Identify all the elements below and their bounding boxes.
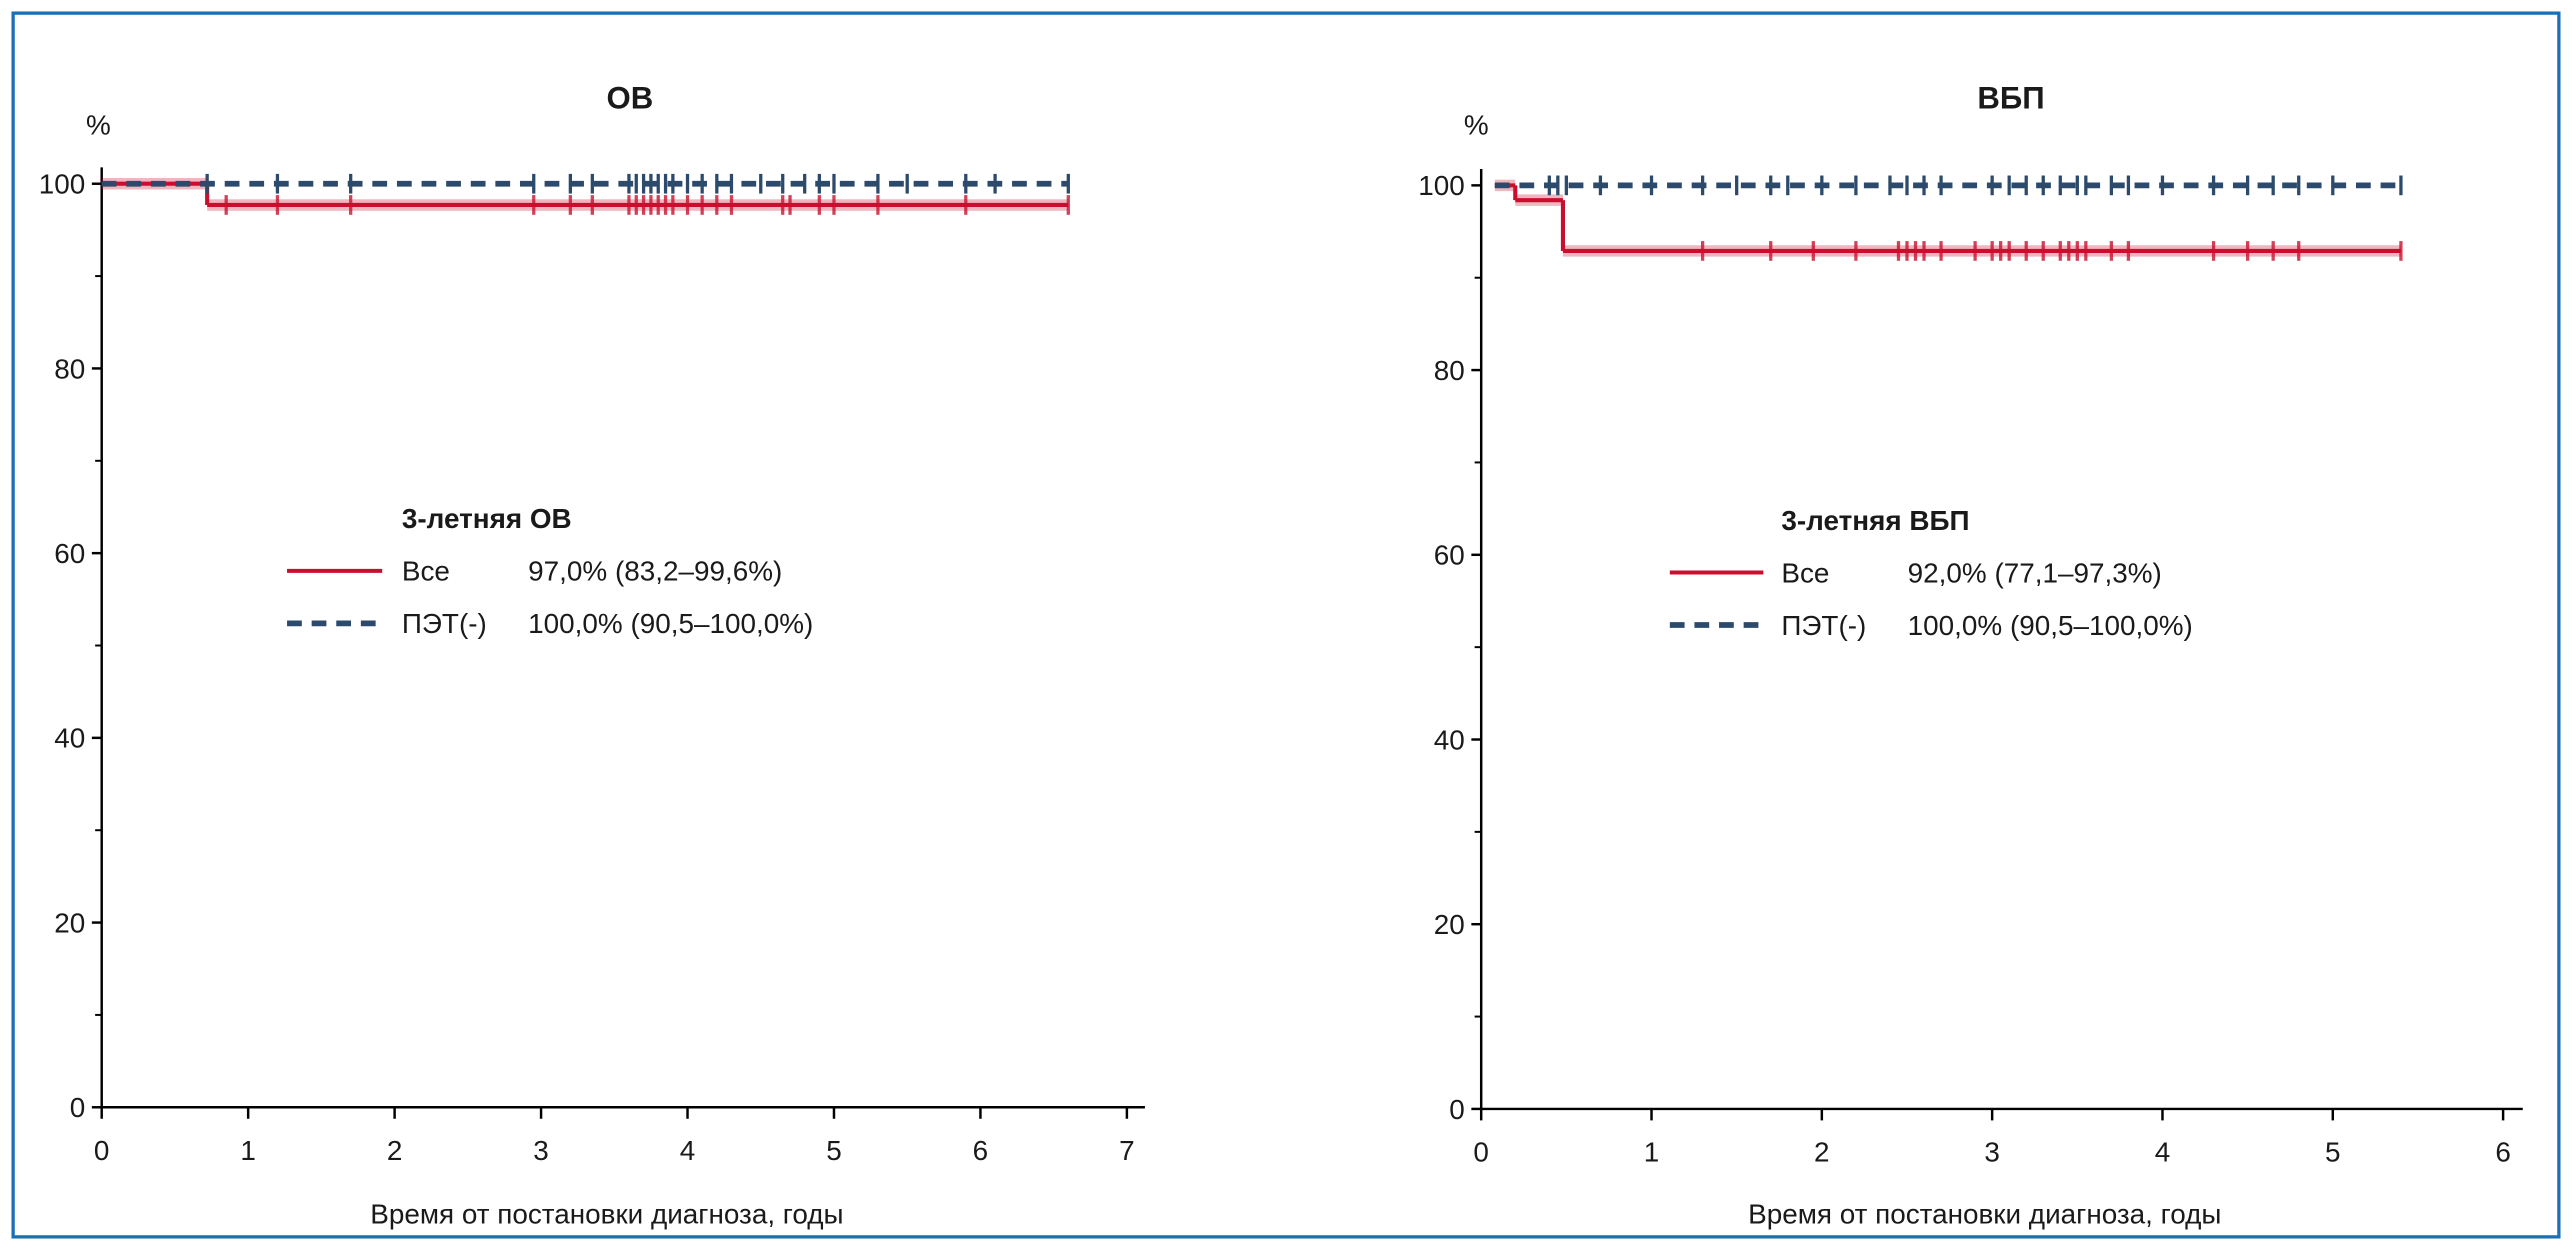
x-tick-label: 4	[2155, 1136, 2171, 1167]
legend-value: 100,0% (90,5–100,0%)	[1908, 610, 2193, 641]
y-tick-label: 80	[1434, 355, 1465, 386]
chart-title: ОВ	[607, 80, 654, 115]
legend-value: 92,0% (77,1–97,3%)	[1908, 557, 2162, 588]
x-axis-label: Время от постановки диагноза, годы	[1748, 1199, 2221, 1230]
legend-name: Все	[402, 556, 450, 587]
x-tick-label: 1	[240, 1135, 256, 1166]
legend-name: Все	[1781, 557, 1829, 588]
y-tick-label: 20	[1434, 909, 1465, 940]
legend-title: 3-летняя ОВ	[402, 503, 572, 534]
legend-value: 97,0% (83,2–99,6%)	[528, 556, 782, 587]
x-tick-label: 4	[680, 1135, 696, 1166]
x-tick-label: 7	[1119, 1135, 1135, 1166]
y-axis-label: %	[86, 110, 111, 141]
x-tick-label: 6	[2495, 1136, 2511, 1167]
x-axis-label: Время от постановки диагноза, годы	[370, 1199, 843, 1230]
y-tick-label: 100	[39, 169, 86, 200]
x-tick-label: 6	[973, 1135, 989, 1166]
x-tick-label: 1	[1644, 1136, 1660, 1167]
y-tick-label: 100	[1418, 170, 1465, 201]
y-axis-label: %	[1464, 110, 1489, 141]
y-tick-label: 40	[54, 723, 85, 754]
y-tick-label: 0	[70, 1092, 86, 1123]
x-tick-label: 2	[387, 1135, 403, 1166]
x-tick-label: 0	[1473, 1136, 1489, 1167]
y-tick-label: 20	[54, 907, 85, 938]
x-tick-label: 0	[94, 1135, 110, 1166]
x-tick-label: 3	[1984, 1136, 2000, 1167]
x-tick-label: 2	[1814, 1136, 1830, 1167]
x-tick-label: 3	[533, 1135, 549, 1166]
y-tick-label: 40	[1434, 724, 1465, 755]
y-tick-label: 60	[54, 538, 85, 569]
frame	[11, 11, 2561, 1239]
x-tick-label: 5	[826, 1135, 842, 1166]
legend-name: ПЭТ(-)	[1781, 610, 1866, 641]
chart-title: ВБП	[1977, 80, 2044, 115]
y-tick-label: 60	[1434, 540, 1465, 571]
legend-name: ПЭТ(-)	[402, 608, 487, 639]
x-tick-label: 5	[2325, 1136, 2341, 1167]
y-tick-label: 80	[54, 353, 85, 384]
y-tick-label: 0	[1449, 1094, 1465, 1125]
legend-title: 3-летняя ВБП	[1781, 505, 1969, 536]
legend-value: 100,0% (90,5–100,0%)	[528, 608, 813, 639]
